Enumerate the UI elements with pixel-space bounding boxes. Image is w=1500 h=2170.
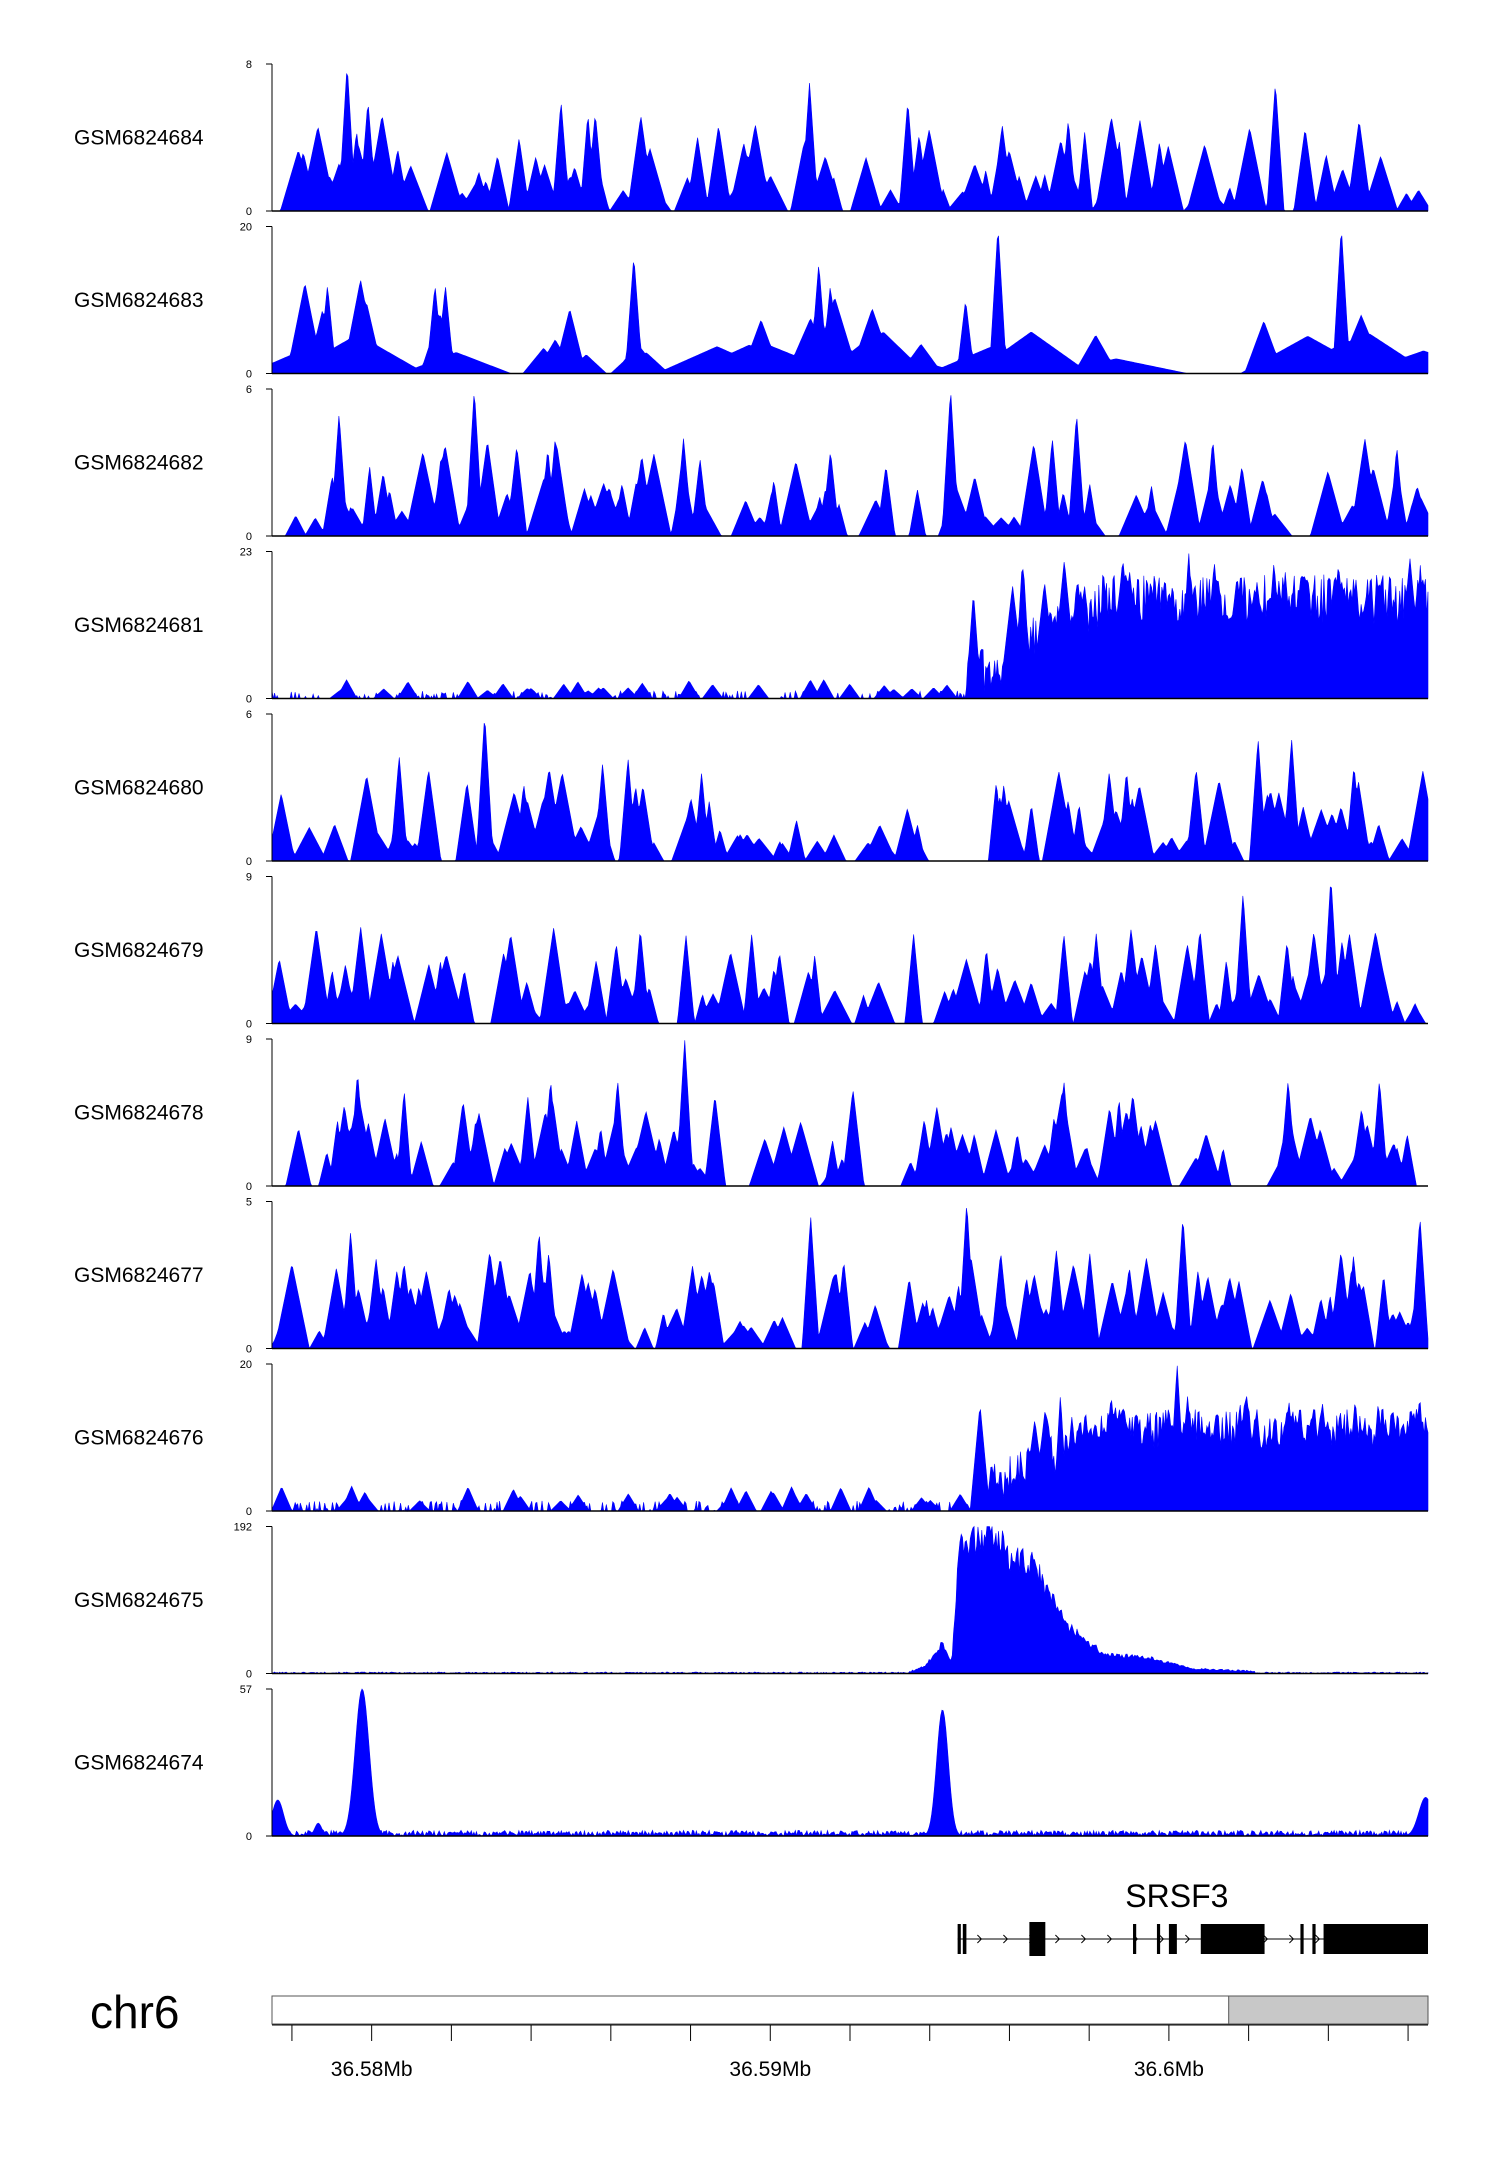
gene-exon: [1156, 1924, 1161, 1954]
track-label: GSM6824674: [74, 1752, 204, 1775]
track-GSM6824683: 20 0 GSM6824683: [74, 222, 1429, 381]
coverage-area: [272, 73, 1429, 212]
x-tick-label: 36.6Mb: [1134, 2058, 1204, 2081]
gene-exon: [1312, 1924, 1316, 1954]
strand-arrow: [1159, 1934, 1165, 1944]
y-max-label: 20: [240, 1359, 252, 1371]
track-label: GSM6824680: [74, 777, 204, 800]
y-max-label: 6: [246, 384, 252, 396]
coverage-tracks: 8 0 GSM6824684 20 0 GSM6824683 6 0 GSM6824682 23 0…: [74, 59, 1429, 1843]
track-label: GSM6824682: [74, 452, 204, 475]
track-GSM6824676: 20 0 GSM6824676: [74, 1359, 1429, 1518]
chromosome-label: chr6: [90, 1986, 179, 2038]
gene-exon: [1168, 1924, 1177, 1954]
y-max-label: 9: [246, 1034, 252, 1046]
y-max-label: 8: [246, 59, 252, 71]
coverage-area: [271, 1207, 1429, 1350]
track-label: GSM6824679: [74, 939, 204, 962]
y-max-label: 20: [240, 222, 252, 234]
gene-exon: [1029, 1922, 1046, 1956]
y-max-label: 6: [246, 709, 252, 721]
y-min-label: 0: [246, 1181, 252, 1193]
ideogram-band: [1228, 1995, 1429, 2025]
y-min-label: 0: [246, 1019, 252, 1031]
coverage-area: [271, 886, 1428, 1024]
track-GSM6824677: 5 0 GSM6824677: [74, 1197, 1429, 1356]
track-GSM6824681: 23 0 GSM6824681: [74, 547, 1429, 706]
track-label: GSM6824684: [74, 127, 204, 150]
y-min-label: 0: [246, 369, 252, 381]
gene-exon: [962, 1924, 967, 1954]
track-GSM6824684: 8 0 GSM6824684: [74, 59, 1429, 218]
track-GSM6824675: 192 0 GSM6824675: [74, 1522, 1429, 1681]
strand-arrow: [1263, 1934, 1269, 1944]
chromosome-ideogram: chr6: [90, 1986, 1429, 2038]
coverage-area: [271, 1525, 1429, 1674]
gene-exon: [1133, 1924, 1137, 1954]
y-max-label: 9: [246, 872, 252, 884]
coverage-area: [271, 553, 1429, 700]
genomic-coordinate-axis: 36.58Mb 36.59Mb 36.6Mb: [272, 2024, 1428, 2081]
gene-exon: [1300, 1924, 1304, 1954]
track-label: GSM6824677: [74, 1264, 204, 1287]
gene-exon: [1200, 1924, 1265, 1954]
strand-arrow: [1003, 1934, 1009, 1944]
y-min-label: 0: [246, 1344, 252, 1356]
y-max-label: 192: [234, 1522, 252, 1534]
y-min-label: 0: [246, 531, 252, 543]
track-label: GSM6824683: [74, 289, 204, 312]
x-tick-label: 36.58Mb: [331, 2058, 413, 2081]
coverage-area: [271, 1688, 1429, 1837]
coverage-area: [271, 1365, 1429, 1513]
y-max-label: 5: [246, 1197, 252, 1209]
coverage-area: [271, 722, 1429, 862]
strand-arrow: [1081, 1934, 1087, 1944]
track-label: GSM6824681: [74, 614, 204, 637]
track-label: GSM6824676: [74, 1427, 204, 1450]
gene-label: SRSF3: [1125, 1878, 1228, 1914]
y-min-label: 0: [246, 206, 252, 218]
strand-arrow: [1185, 1934, 1191, 1944]
coverage-area: [271, 235, 1429, 374]
gene-exon: [1323, 1924, 1428, 1954]
track-GSM6824674: 57 0 GSM6824674: [74, 1684, 1429, 1843]
y-min-label: 0: [246, 1669, 252, 1681]
track-label: GSM6824678: [74, 1102, 204, 1125]
coverage-area: [272, 395, 1429, 537]
strand-arrow: [977, 1934, 983, 1944]
y-min-label: 0: [246, 1506, 252, 1518]
y-min-label: 0: [246, 1831, 252, 1843]
strand-arrow: [1315, 1934, 1321, 1944]
track-GSM6824678: 9 0 GSM6824678: [74, 1034, 1428, 1193]
gene-exon: [957, 1924, 961, 1954]
track-GSM6824679: 9 0 GSM6824679: [74, 872, 1428, 1031]
strand-arrow: [1107, 1934, 1113, 1944]
strand-arrow: [1289, 1934, 1295, 1944]
gene-annotation-track: SRSF3: [957, 1878, 1428, 1956]
track-label: GSM6824675: [74, 1589, 204, 1612]
coverage-area: [272, 1040, 1428, 1187]
y-max-label: 23: [240, 547, 252, 559]
x-tick-label: 36.59Mb: [729, 2058, 811, 2081]
y-min-label: 0: [246, 856, 252, 868]
track-GSM6824680: 6 0 GSM6824680: [74, 709, 1429, 868]
strand-arrow: [1055, 1934, 1061, 1944]
track-GSM6824682: 6 0 GSM6824682: [74, 384, 1429, 543]
y-max-label: 57: [240, 1684, 252, 1696]
y-min-label: 0: [246, 694, 252, 706]
